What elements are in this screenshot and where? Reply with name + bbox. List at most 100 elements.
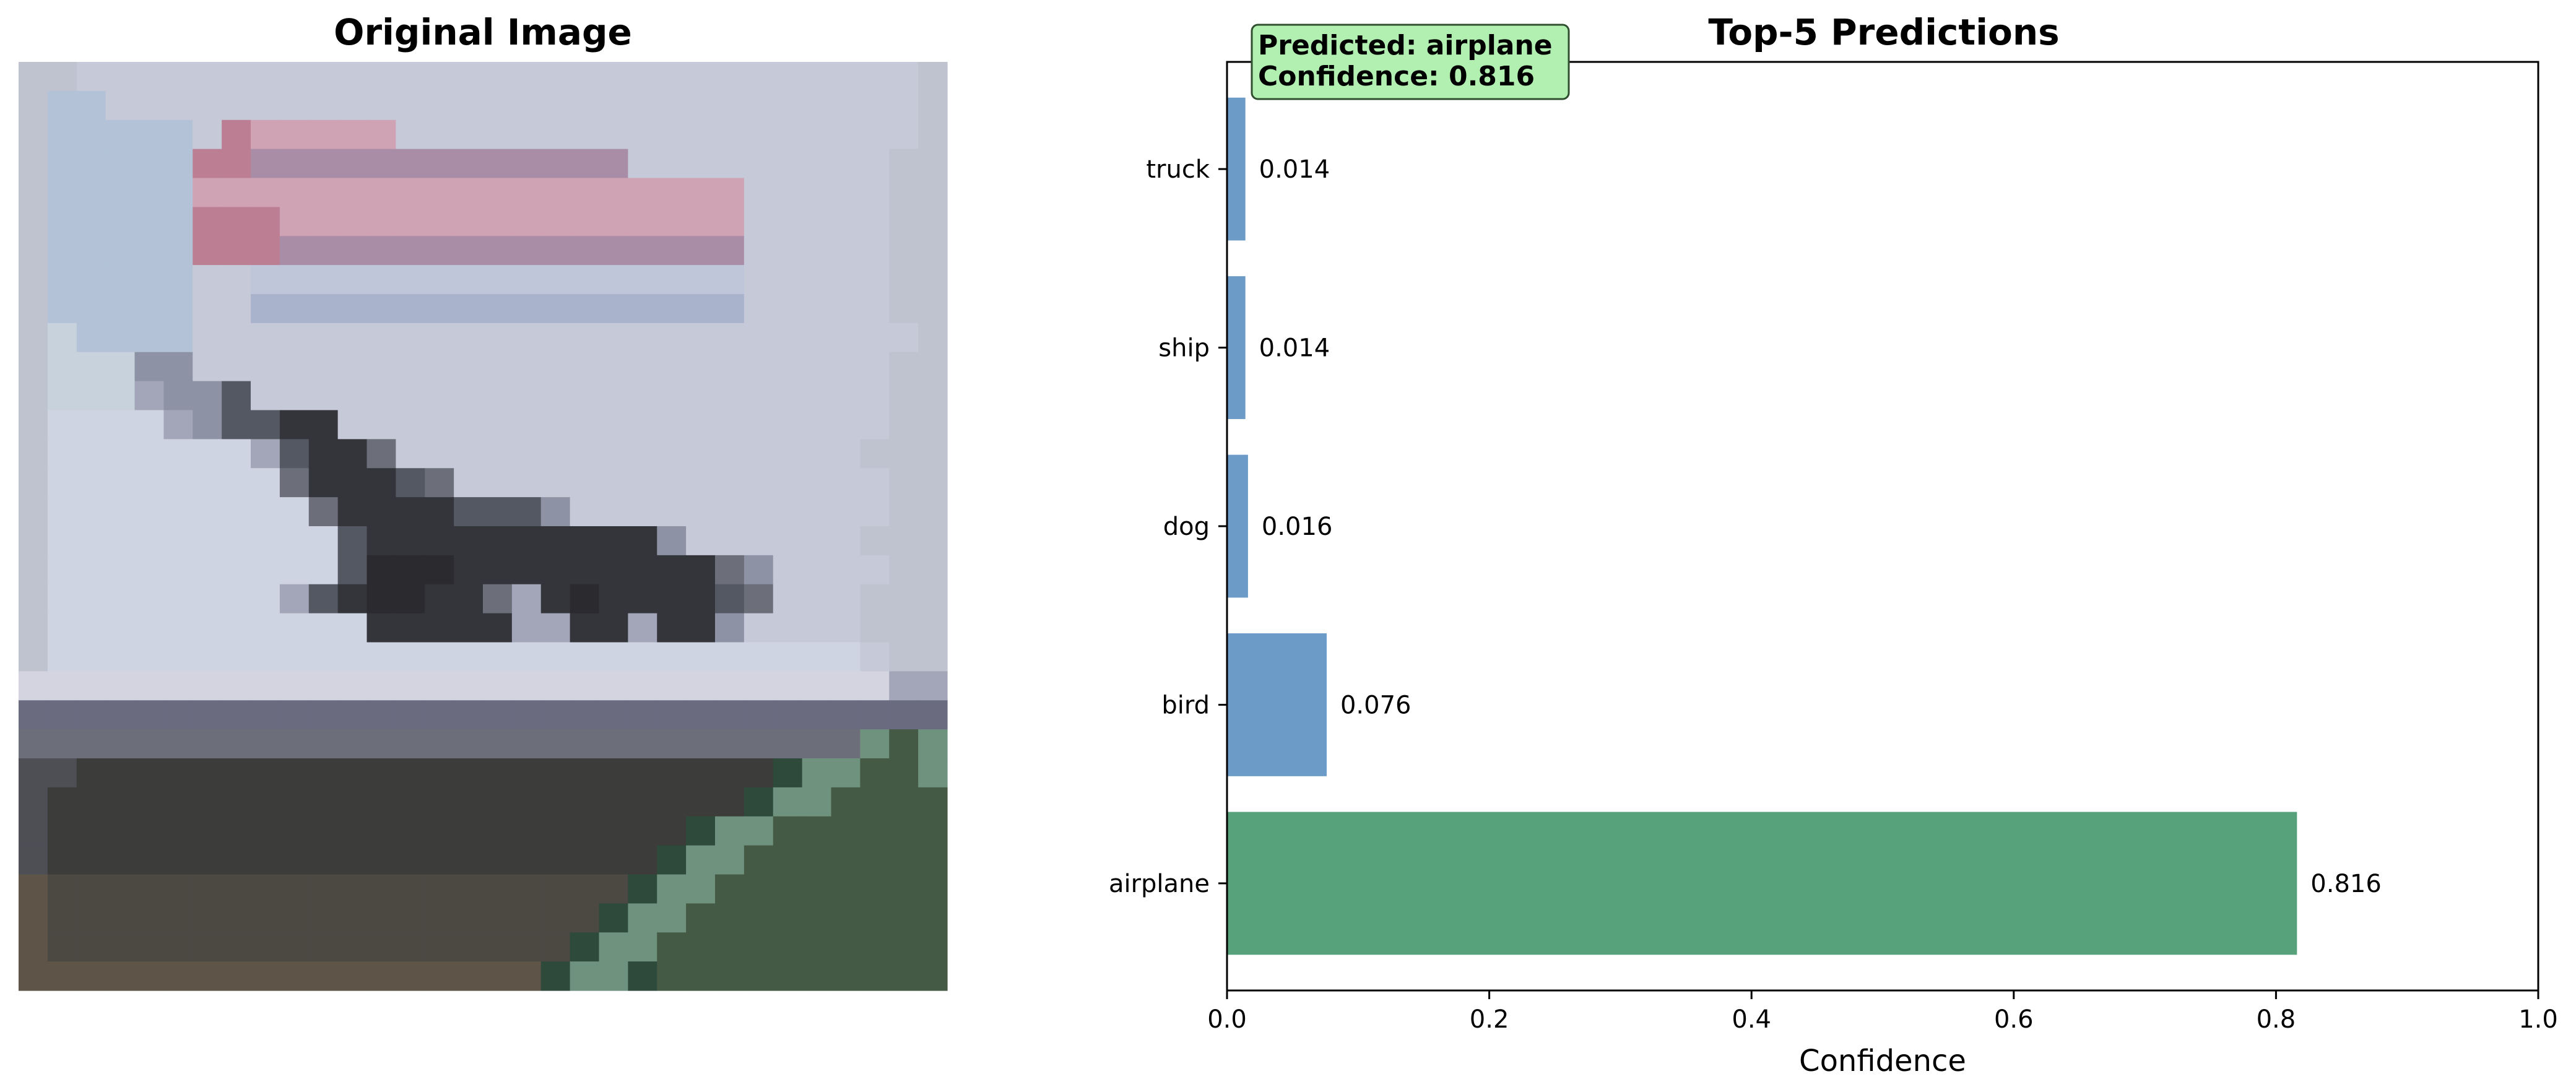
image-pixel xyxy=(425,700,454,730)
image-pixel xyxy=(366,613,396,643)
image-pixel xyxy=(366,729,396,759)
image-pixel xyxy=(193,352,222,382)
image-pixel xyxy=(570,381,600,411)
image-pixel xyxy=(570,323,600,353)
image-pixel xyxy=(570,874,600,904)
image-pixel xyxy=(744,149,774,179)
image-pixel xyxy=(686,236,716,266)
x-axis-ticks: 0.0 0.2 0.4 0.6 0.8 1.0 xyxy=(1207,990,2558,1034)
image-pixel xyxy=(19,294,48,324)
image-pixel xyxy=(657,613,687,643)
image-pixel xyxy=(628,381,657,411)
image-pixel xyxy=(105,903,136,933)
image-pixel xyxy=(163,961,193,991)
image-pixel xyxy=(889,932,919,962)
bar-dog xyxy=(1227,454,1248,598)
image-pixel xyxy=(628,787,657,817)
image-pixel xyxy=(773,526,803,556)
image-pixel xyxy=(628,932,657,962)
image-pixel xyxy=(860,526,890,556)
image-pixel xyxy=(831,961,861,991)
image-pixel xyxy=(540,265,571,295)
image-pixel xyxy=(918,671,948,701)
y-tick-label-airplane: airplane xyxy=(1109,870,1210,898)
image-pixel xyxy=(511,236,542,266)
image-pixel xyxy=(308,613,339,643)
image-pixel xyxy=(163,729,193,759)
image-pixel xyxy=(860,265,890,295)
image-pixel xyxy=(47,178,77,207)
image-pixel xyxy=(540,613,571,643)
image-pixel xyxy=(193,816,222,846)
image-pixel xyxy=(715,381,745,411)
image-pixel xyxy=(134,207,164,236)
image-pixel xyxy=(860,903,890,933)
image-pixel xyxy=(19,381,48,411)
image-pixel xyxy=(715,439,745,469)
image-pixel xyxy=(773,787,803,817)
image-pixel xyxy=(511,845,542,875)
image-pixel xyxy=(570,439,600,469)
image-pixel xyxy=(657,932,687,962)
image-pixel xyxy=(511,265,542,295)
image-pixel xyxy=(222,410,251,440)
value-label-dog: 0.016 xyxy=(1262,513,1333,541)
image-pixel xyxy=(193,787,222,817)
image-pixel xyxy=(163,149,193,179)
image-pixel xyxy=(889,584,919,614)
image-pixel xyxy=(744,497,774,527)
image-pixel xyxy=(134,178,164,207)
image-pixel xyxy=(570,758,600,788)
image-pixel xyxy=(483,613,513,643)
image-pixel xyxy=(686,932,716,962)
image-pixel xyxy=(454,729,484,759)
image-pixel xyxy=(222,700,251,730)
image-pixel xyxy=(47,90,77,121)
image-pixel xyxy=(860,932,890,962)
image-pixel xyxy=(105,932,136,962)
image-panel-title: Original Image xyxy=(334,11,632,53)
image-pixel xyxy=(802,294,832,324)
image-pixel xyxy=(193,119,222,150)
image-pixel xyxy=(19,758,48,788)
image-pixel xyxy=(134,381,164,411)
image-pixel xyxy=(860,236,890,266)
bar-airplane xyxy=(1227,812,2297,955)
image-pixel xyxy=(76,410,106,440)
image-pixel xyxy=(511,323,542,353)
image-pixel xyxy=(19,410,48,440)
image-pixel xyxy=(483,700,513,730)
image-pixel xyxy=(337,439,368,469)
image-pixel xyxy=(860,555,890,585)
image-pixel xyxy=(540,700,571,730)
image-pixel xyxy=(831,265,861,295)
image-pixel xyxy=(628,758,657,788)
image-pixel xyxy=(193,236,222,266)
image-pixel xyxy=(570,845,600,875)
image-pixel xyxy=(222,613,251,643)
image-pixel xyxy=(396,526,425,556)
image-pixel xyxy=(76,845,106,875)
image-pixel xyxy=(163,497,193,527)
image-pixel xyxy=(105,729,136,759)
image-pixel xyxy=(19,207,48,236)
image-pixel xyxy=(628,119,657,150)
image-pixel xyxy=(773,671,803,701)
image-pixel xyxy=(396,323,425,353)
image-pixel xyxy=(744,323,774,353)
image-pixel xyxy=(715,961,745,991)
image-pixel xyxy=(860,178,890,207)
image-pixel xyxy=(918,526,948,556)
image-pixel xyxy=(134,874,164,904)
value-label-airplane: 0.816 xyxy=(2310,870,2382,898)
image-pixel xyxy=(831,874,861,904)
image-pixel xyxy=(483,555,513,585)
image-pixel xyxy=(831,62,861,92)
image-pixel xyxy=(193,90,222,121)
image-pixel xyxy=(540,497,571,527)
image-pixel xyxy=(773,352,803,382)
image-pixel xyxy=(337,961,368,991)
image-pixel xyxy=(802,265,832,295)
image-pixel xyxy=(76,729,106,759)
image-pixel xyxy=(511,671,542,701)
